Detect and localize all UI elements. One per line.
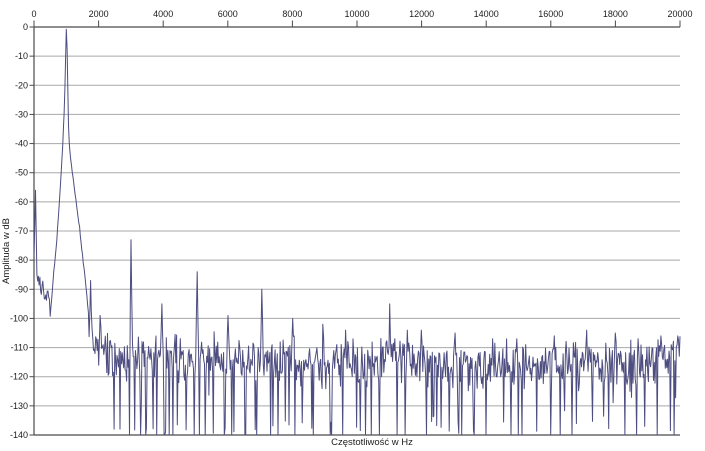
y-axis-tick-label: -10: [15, 51, 28, 61]
y-axis-tick-label: -120: [10, 372, 28, 382]
y-axis-tick-label: 0: [23, 22, 28, 32]
y-axis-tick-label: -80: [15, 255, 28, 265]
x-axis-tick-label: 14000: [474, 9, 499, 19]
y-axis-tick-label: -50: [15, 168, 28, 178]
x-axis-tick-label: 0: [31, 9, 36, 19]
spectrum-trace: [33, 28, 681, 436]
y-axis-tick-label: -110: [11, 343, 28, 353]
y-axis-tick-label: -70: [15, 226, 28, 236]
y-axis-tick-label: -140: [10, 430, 28, 440]
y-axis-tick-label: -20: [15, 80, 28, 90]
x-axis-tick-label: 8000: [282, 9, 302, 19]
series-layer: [33, 28, 681, 436]
x-axis-tick-label: 12000: [409, 9, 434, 19]
x-axis-tick-label: 6000: [218, 9, 238, 19]
x-axis-tick-label: 2000: [89, 9, 109, 19]
y-axis-tick-label: -130: [10, 401, 28, 411]
y-axis-tick-label: -40: [15, 139, 28, 149]
tick-layer: [29, 20, 681, 436]
x-axis-tick-label: 4000: [153, 9, 173, 19]
y-axis-tick-label: -90: [15, 284, 28, 294]
y-axis-tick-label: -30: [15, 109, 28, 119]
x-axis-tick-label: 18000: [603, 9, 628, 19]
x-axis-tick-label: 10000: [344, 9, 369, 19]
x-axis-tick-label: 20000: [667, 9, 692, 19]
y-axis-tick-label: -60: [15, 197, 28, 207]
y-axis-tick-label: -100: [10, 313, 28, 323]
tick-label-layer: 0 -10 -20 -30 -40 -50 -60 -70 -80 -90 -100 -110 -120…: [10, 9, 693, 440]
x-axis-tick-label: 16000: [538, 9, 563, 19]
y-axis-title: Amplituda w dB: [1, 218, 12, 284]
x-axis-title: Częstotliwość w Hz: [331, 437, 413, 448]
